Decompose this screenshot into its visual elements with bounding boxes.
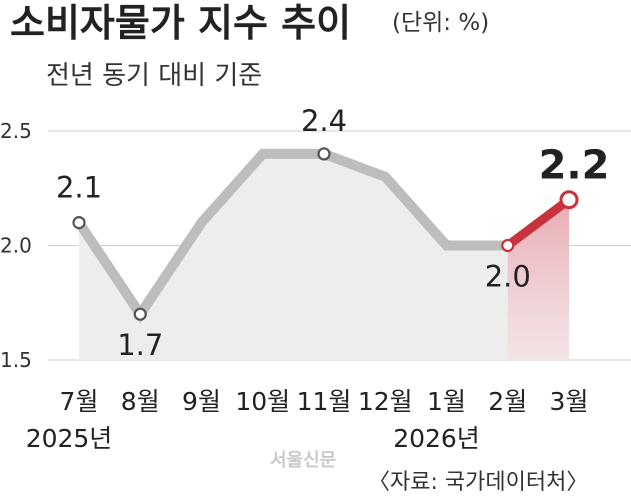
x-tick-label: 8월: [121, 387, 160, 416]
data-point: [501, 238, 515, 253]
newspaper-logo: 서울신문: [270, 450, 336, 471]
x-tick-label: 10월: [235, 387, 290, 416]
y-axis-ticks: 1.5 2.0 2.5: [0, 119, 32, 372]
series-lines: [74, 148, 574, 324]
highlight-area: [507, 199, 569, 360]
data-point: [72, 216, 86, 230]
data-points: [72, 147, 579, 321]
series-line: [74, 148, 508, 324]
x-tick-label: 1월: [427, 387, 466, 416]
data-point: [559, 190, 579, 210]
highlight-line: [503, 195, 574, 250]
x-axis-ticks: 7월 8월 9월 10월 11월 12월 1월 2월 3월 2025년 2026년: [26, 387, 589, 453]
x-tick-label: 11월: [297, 387, 352, 416]
y-tick-label: 2.0: [0, 234, 32, 258]
source-note: 〈자료: 국가데이터처〉: [368, 470, 588, 495]
x-tick-label: 9월: [182, 387, 221, 416]
data-label: 2.0: [485, 260, 531, 294]
data-label: 2.1: [56, 171, 102, 205]
data-labels: 2.1 1.7 2.4 2.0 2.2: [56, 104, 609, 362]
data-point: [317, 147, 331, 161]
y-tick-label: 1.5: [0, 348, 32, 372]
x-tick-label: 12월: [358, 387, 413, 416]
chart-title: 소비자물가 지수 추이: [10, 1, 351, 45]
x-tick-label: 3월: [550, 387, 589, 416]
area-fill: [79, 153, 569, 360]
x-year-label: 2026년: [393, 424, 480, 453]
y-tick-label: 2.5: [0, 119, 32, 143]
unit-label: (단위: %): [392, 10, 489, 36]
area-under-line: [79, 153, 569, 360]
data-label: 1.7: [117, 328, 163, 362]
x-tick-label: 7월: [60, 387, 99, 416]
x-tick-label: 2월: [488, 387, 527, 416]
chart-subtitle: 전년 동기 대비 기준: [46, 61, 262, 91]
data-label: 2.2: [539, 143, 610, 189]
data-point: [133, 307, 147, 321]
data-label: 2.4: [301, 104, 347, 138]
x-year-label: 2025년: [26, 424, 113, 453]
